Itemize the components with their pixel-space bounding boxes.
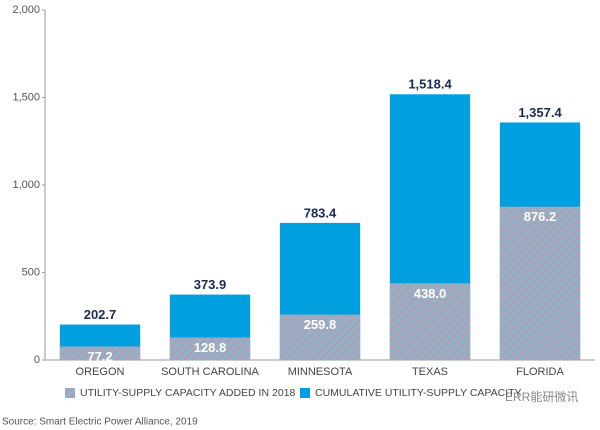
x-tick-label: OREGON <box>76 366 125 378</box>
value-label: 1,518.4 <box>408 77 452 92</box>
y-tick-label: 1,000 <box>12 179 40 191</box>
x-tick-label: SOUTH CAROLINA <box>161 366 259 378</box>
y-tick-label: 1,500 <box>12 91 40 103</box>
x-tick-label: TEXAS <box>412 366 448 378</box>
added-bar <box>279 314 361 360</box>
value-label: 373.9 <box>194 277 227 292</box>
value-label: 77.2 <box>87 349 112 364</box>
added-bar <box>169 337 251 360</box>
y-tick-label: 0 <box>34 354 40 366</box>
value-label: 876.2 <box>524 209 557 224</box>
added-bar <box>59 346 141 360</box>
watermark: ERR能研微讯 <box>505 390 578 404</box>
value-label: 202.7 <box>84 307 117 322</box>
x-tick-label: FLORIDA <box>516 366 564 378</box>
value-label: 1,357.4 <box>518 105 562 120</box>
value-label: 783.4 <box>304 205 337 220</box>
legend-label: CUMULATIVE UTILITY-SUPPLY CAPACITY <box>315 387 522 399</box>
y-tick-label: 500 <box>22 266 40 278</box>
added-bar <box>389 283 471 360</box>
added-bar <box>499 206 581 360</box>
legend-swatch <box>300 388 310 398</box>
legend-swatch <box>65 388 75 398</box>
legend-label: UTILITY-SUPPLY CAPACITY ADDED IN 2018 <box>80 387 295 399</box>
y-tick-label: 2,000 <box>12 4 40 16</box>
value-label: 259.8 <box>304 317 337 332</box>
source: Source: Smart Electric Power Alliance, 2… <box>2 417 198 428</box>
value-label: 128.8 <box>194 340 227 355</box>
value-label: 438.0 <box>414 286 447 301</box>
x-tick-label: MINNESOTA <box>288 366 353 378</box>
